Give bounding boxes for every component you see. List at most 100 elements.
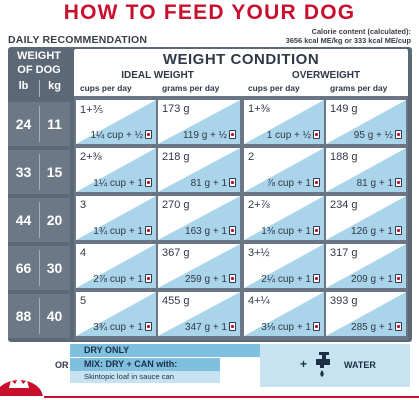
over-grams-cell: 188 g 81 g + 1 (326, 148, 406, 192)
can-icon (395, 178, 402, 187)
weight-condition-title: WEIGHT CONDITION (162, 51, 320, 68)
dry-only-amount: 3 (80, 199, 87, 211)
mix-amount: 81 g + 1 (357, 178, 402, 189)
mix-amount-text: 285 g + 1 (351, 322, 393, 333)
dry-only-amount: 2+⅞ (248, 199, 270, 211)
mix-triangle (76, 292, 156, 336)
page-title: HOW TO FEED YOUR DOG (63, 1, 356, 24)
ideal-grams-cell: 455 g 347 g + 1 (158, 292, 240, 336)
can-icon (145, 226, 152, 235)
dry-only-amount: 218 g (162, 151, 190, 163)
mix-amount: 1 cup + ½ (267, 130, 320, 141)
mix-amount: 2¼ cup + 1 (261, 274, 320, 285)
ideal-cups-cell: 4 2⅞ cup + 1 (76, 244, 156, 288)
dry-only-amount: 2+⅜ (80, 151, 102, 163)
can-icon (395, 226, 402, 235)
row-divider (39, 298, 40, 334)
mix-amount: 1¼ cup + ½ (90, 130, 152, 141)
cell-diagonal (326, 148, 406, 192)
mix-amount-text: 1 cup + ½ (266, 130, 311, 141)
mix-amount-text: 1¼ cup + ½ (90, 130, 143, 141)
mix-amount: 119 g + ½ (183, 130, 236, 141)
weight-kg: 15 (46, 164, 63, 180)
over-grams-cell: 149 g 95 g + ½ (326, 100, 406, 144)
mix-triangle (244, 196, 324, 240)
dry-only-amount: 188 g (330, 151, 358, 163)
weight-lb: 66 (15, 260, 32, 276)
mix-triangle (326, 100, 406, 144)
dry-only-amount: 3+½ (248, 247, 270, 259)
cell-diagonal (76, 148, 156, 192)
mix-triangle (158, 292, 240, 336)
mix-amount: 1⅜ cup + 1 (261, 226, 320, 237)
can-icon (229, 226, 236, 235)
water-plus: + (300, 357, 308, 371)
cell-diagonal (76, 244, 156, 288)
mix-amount-text: 95 g + ½ (353, 130, 393, 141)
mix-amount-text: 209 g + 1 (351, 274, 393, 285)
water-tap-icon (316, 352, 330, 377)
over-cups-cell: 2 ⅞ cup + 1 (244, 148, 324, 192)
mix-triangle (76, 148, 156, 192)
mix-triangle (158, 196, 240, 240)
mix-amount: 2⅞ cup + 1 (93, 274, 152, 285)
ideal-grams-cell: 173 g 119 g + ½ (158, 100, 240, 144)
can-icon (313, 130, 320, 139)
mix-label: MIX: DRY + CAN with: (70, 358, 220, 371)
mix-amount-text: 347 g + 1 (185, 322, 227, 333)
unit-kg: kg (48, 80, 61, 92)
dry-only-amount: 4 (80, 247, 87, 259)
ideal-grams-cell: 367 g 259 g + 1 (158, 244, 240, 288)
mix-amount-text: 3⅛ cup + 1 (261, 322, 311, 333)
ideal-cups-cell: 3 1¾ cup + 1 (76, 196, 156, 240)
mix-triangle (244, 244, 324, 288)
mix-triangle (326, 196, 406, 240)
over-grams-cell: 393 g 285 g + 1 (326, 292, 406, 336)
mix-amount-text: 81 g + 1 (190, 178, 227, 189)
mix-amount: 3¾ cup + 1 (93, 322, 152, 333)
mix-amount: 126 g + 1 (351, 226, 402, 237)
mix-amount-text: 163 g + 1 (185, 226, 227, 237)
mix-amount: ⅞ cup + 1 (267, 178, 320, 189)
mix-amount-text: 1⅜ cup + 1 (261, 226, 311, 237)
mix-triangle (76, 100, 156, 144)
cell-diagonal (158, 148, 240, 192)
mix-amount-text: 2⅞ cup + 1 (93, 274, 143, 285)
dry-only-amount: 5 (80, 295, 87, 307)
dry-only-amount: 270 g (162, 199, 190, 211)
weight-lb: 88 (15, 308, 32, 324)
ideal-cups-cell: 5 3¾ cup + 1 (76, 292, 156, 336)
over-cups-cell: 2+⅞ 1⅜ cup + 1 (244, 196, 324, 240)
over-cups-cell: 1+⅜ 1 cup + ½ (244, 100, 324, 144)
can-icon (313, 274, 320, 283)
royal-canin-crown-logo (0, 374, 43, 396)
dog-weight-row: 33 15 (8, 150, 70, 194)
can-icon (229, 274, 236, 283)
mix-triangle (158, 100, 240, 144)
can-icon (313, 178, 320, 187)
weight-lb: 24 (15, 116, 32, 132)
mix-amount: 347 g + 1 (185, 322, 236, 333)
mix-triangle (158, 148, 240, 192)
ideal-grams-header: grams per day (162, 83, 220, 93)
dry-only-amount: 234 g (330, 199, 358, 211)
cell-diagonal (158, 196, 240, 240)
or-label: OR (55, 360, 69, 370)
mix-amount: 1¼ cup + 1 (93, 178, 152, 189)
dry-only-amount: 367 g (162, 247, 190, 259)
cell-diagonal (76, 196, 156, 240)
dry-only-amount: 1+⅗ (80, 104, 104, 116)
weight-kg: 11 (47, 116, 62, 132)
ideal-cups-header: cups per day (80, 83, 132, 93)
cell-diagonal (244, 148, 324, 192)
dog-weight-header-line-2: OF DOG (17, 64, 61, 76)
mix-triangle (244, 292, 324, 336)
cell-diagonal (326, 292, 406, 336)
water-box (260, 344, 410, 387)
ideal-grams-cell: 218 g 81 g + 1 (158, 148, 240, 192)
ideal-cups-cell: 1+⅗ 1¼ cup + ½ (76, 100, 156, 144)
dog-weight-units: lb kg (8, 80, 70, 92)
mix-triangle (244, 100, 324, 144)
cell-diagonal (76, 292, 156, 336)
